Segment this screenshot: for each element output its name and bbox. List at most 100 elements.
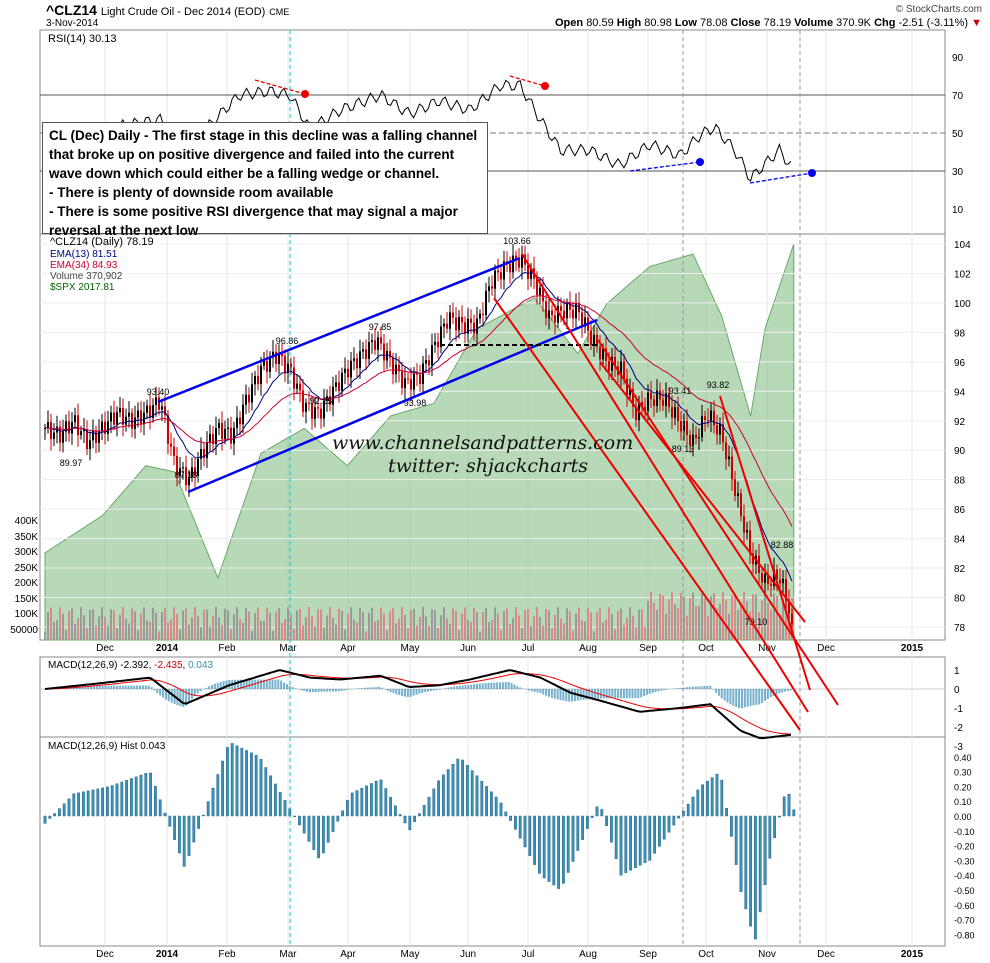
hist-tick-label: 0.40: [954, 753, 972, 763]
candle-body: [155, 397, 157, 405]
macd-hist-bar: [81, 686, 84, 689]
candle-body: [260, 365, 262, 385]
candle-body: [557, 305, 559, 323]
volume-bar: [536, 607, 538, 640]
macd-hist-bar: [573, 689, 576, 702]
macd-hist-bar: [654, 689, 657, 692]
macd-hist-bar: [308, 689, 311, 693]
macd-tick-label: -3: [954, 742, 963, 753]
macd-hist-bar: [631, 689, 634, 699]
candle-body: [338, 382, 340, 391]
candle-body: [650, 392, 652, 400]
candle-body: [188, 477, 190, 486]
volume-bar: [110, 608, 112, 640]
volume-bar: [584, 621, 586, 640]
price-label: 97.85: [369, 322, 392, 332]
x-tick-label: Sep: [639, 949, 657, 960]
macd-hist-bar: [360, 688, 363, 689]
candle-body: [431, 344, 433, 366]
volume-bar: [485, 607, 487, 640]
volume-bar: [716, 608, 718, 640]
volume-bar: [515, 607, 517, 640]
hist-bar: [456, 758, 460, 817]
candle-body: [281, 354, 283, 357]
macd-hist-bar: [548, 689, 550, 697]
volume-tick-label: 50000: [10, 625, 38, 636]
macd-hist-bar: [332, 689, 334, 692]
hist-bar: [686, 803, 690, 817]
brand[interactable]: © StockCharts.com: [895, 4, 982, 15]
candle-body: [143, 412, 145, 425]
macd-hist-bar: [715, 689, 718, 693]
candle-body: [266, 360, 268, 372]
volume-bar: [248, 611, 250, 640]
candle-body: [674, 407, 676, 418]
candle-body: [353, 358, 355, 361]
candle-body: [302, 390, 304, 412]
candle-body: [350, 360, 352, 378]
macd-hist-bar: [170, 689, 173, 703]
hist-bar: [662, 815, 666, 840]
candle-body: [314, 407, 316, 419]
candle-body: [455, 317, 457, 331]
candle-body: [308, 402, 310, 404]
volume-bar: [50, 607, 52, 640]
candle-body: [245, 394, 247, 405]
macd-tick-label: 1: [954, 666, 960, 677]
ema34-line: [44, 295, 793, 527]
volume-bar: [335, 624, 337, 640]
candle-body: [371, 340, 373, 343]
macd-hist-bar: [133, 685, 136, 689]
hist-bar: [293, 815, 296, 818]
macd-hist-bar: [317, 689, 320, 692]
x-tick-label: Jul: [522, 643, 535, 654]
arrow-head-icon: [696, 158, 704, 166]
volume-bar: [272, 630, 274, 640]
macd-hist-bar: [435, 689, 438, 691]
candle-body: [728, 456, 730, 460]
volume-bar: [641, 609, 643, 640]
volume-bar: [620, 608, 622, 640]
volume-tick-label: 400K: [15, 516, 39, 527]
volume-bar: [293, 628, 295, 640]
volume-bar: [566, 608, 568, 640]
macd-hist-bar: [550, 689, 553, 698]
hist-bar: [230, 743, 234, 817]
candle-body: [254, 376, 256, 385]
candle-body: [71, 422, 73, 434]
volume-bar: [44, 632, 46, 640]
volume-bar: [590, 612, 592, 640]
hist-bar: [96, 788, 100, 817]
volume-bar: [152, 607, 154, 640]
hist-bar: [72, 793, 76, 817]
macd-hist-bar: [167, 689, 170, 702]
candle-body: [92, 430, 94, 441]
volume-bar: [215, 607, 217, 640]
hist-bar: [792, 809, 796, 817]
x-tick-label: Jul: [522, 949, 535, 960]
volume-bar: [128, 623, 130, 640]
x-tick-label: 2015: [901, 949, 924, 960]
macd-hist-bar: [326, 689, 329, 692]
volume-bar: [572, 630, 574, 640]
candle-body: [344, 368, 346, 373]
macd-hist-bar: [412, 689, 415, 696]
hist-bar: [403, 815, 407, 824]
hist-bar: [62, 803, 66, 817]
volume-bar: [695, 606, 697, 640]
macd-hist-bar: [156, 689, 159, 694]
candle-body: [503, 261, 505, 280]
volume-bar: [740, 602, 742, 640]
macd-hist-bar: [784, 689, 787, 692]
price-tick-label: 88: [954, 476, 966, 487]
macd-hist-bar: [121, 685, 124, 689]
candle-body: [458, 316, 460, 331]
candle-body: [356, 358, 358, 369]
candle-body: [77, 415, 79, 436]
volume-bar: [167, 622, 169, 640]
hist-bar: [249, 752, 253, 817]
candle-body: [437, 341, 439, 348]
candle-body: [347, 368, 349, 378]
volume-bar: [206, 609, 208, 640]
candle-body: [407, 378, 409, 380]
